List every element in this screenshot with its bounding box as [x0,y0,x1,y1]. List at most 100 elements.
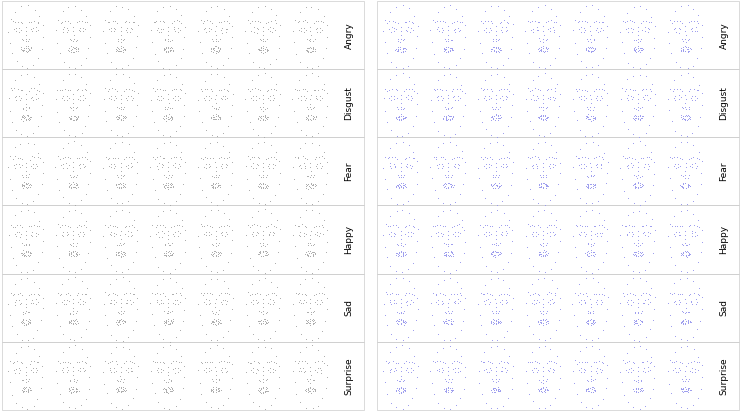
Point [574,348,586,355]
Point [69,45,81,51]
Point [299,343,311,350]
Point [395,300,407,307]
Point [82,249,94,256]
Point [57,399,69,406]
Point [110,182,122,189]
Point [385,297,396,303]
Point [102,223,114,230]
Point [545,16,557,23]
Point [395,113,407,119]
Point [253,95,265,101]
Point [596,86,608,92]
Point [253,200,265,207]
Point [662,28,674,35]
Point [119,376,130,383]
Point [67,378,79,385]
Point [619,360,631,366]
Point [579,163,591,169]
Point [648,294,660,301]
Point [117,378,129,385]
Point [677,173,688,179]
Point [472,28,484,34]
Point [104,155,116,162]
Point [596,162,608,169]
Point [489,180,501,186]
Point [164,342,176,349]
Point [483,28,495,35]
Point [289,222,301,228]
Point [299,185,311,191]
Point [615,96,627,103]
Point [289,85,301,92]
Point [628,180,639,187]
Point [407,222,419,229]
Point [124,29,136,36]
Point [507,158,519,165]
Point [634,316,646,323]
Point [114,321,126,327]
Point [203,229,215,235]
Point [72,181,84,188]
Point [167,182,179,189]
Point [666,19,678,26]
Point [165,180,176,186]
Point [67,388,79,394]
Point [378,95,390,102]
Point [23,117,35,124]
Point [545,96,556,102]
Point [262,367,273,374]
Point [536,46,548,53]
Point [119,319,131,325]
Point [84,363,96,370]
Point [319,317,331,324]
Point [447,249,459,256]
Point [635,309,647,316]
Point [162,389,174,396]
Point [601,34,613,40]
Point [534,47,545,54]
Point [247,229,259,236]
Point [63,404,75,411]
Point [210,253,222,259]
Point [108,232,120,239]
Point [548,85,560,92]
Point [634,115,646,122]
Point [677,115,688,121]
Point [308,113,319,120]
Point [288,311,300,318]
Point [671,291,683,297]
Point [72,45,84,52]
Point [64,103,76,110]
Point [264,24,276,31]
Point [104,213,116,219]
Point [522,108,534,114]
Point [111,116,123,122]
Point [586,200,598,207]
Point [682,317,694,324]
Point [442,38,453,45]
Point [597,395,608,402]
Point [132,90,144,97]
Point [207,47,219,53]
Point [537,308,549,315]
Point [270,155,282,162]
Point [591,369,603,376]
Point [121,300,133,307]
Point [677,44,689,50]
Point [207,181,219,187]
Point [601,375,613,381]
Point [158,140,170,146]
Point [548,155,560,161]
Point [585,383,597,390]
Point [591,93,603,99]
Point [442,252,454,258]
Point [299,290,311,297]
Point [380,289,392,295]
Point [307,241,319,248]
Point [211,47,223,54]
Point [119,224,130,230]
Point [126,96,138,103]
Point [668,289,680,296]
Point [167,26,179,32]
Point [498,210,510,216]
